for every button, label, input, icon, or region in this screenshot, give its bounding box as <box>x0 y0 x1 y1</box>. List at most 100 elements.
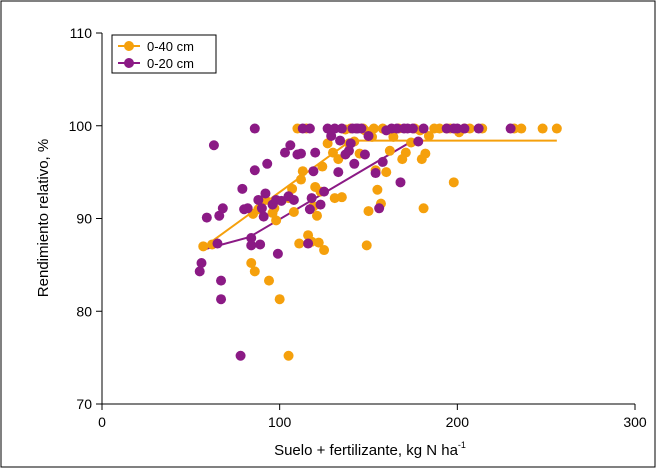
x-tick-label: 0 <box>98 414 106 430</box>
data-point <box>322 123 333 134</box>
data-point <box>249 123 260 134</box>
data-point <box>242 203 253 214</box>
data-point <box>262 158 273 169</box>
data-point <box>336 192 347 203</box>
data-point <box>279 147 290 158</box>
x-tick-label: 100 <box>268 414 292 430</box>
data-point <box>413 136 424 147</box>
data-point <box>297 166 308 177</box>
x-axis-title-superscript: -1 <box>458 440 466 450</box>
data-point <box>407 123 418 134</box>
data-point <box>217 203 228 214</box>
data-point <box>235 350 246 361</box>
data-point <box>335 135 346 146</box>
data-point <box>363 130 374 141</box>
data-point <box>395 177 406 188</box>
data-point <box>356 123 367 134</box>
data-point <box>237 183 248 194</box>
data-point <box>246 240 257 251</box>
data-point <box>420 148 431 159</box>
data-point <box>288 207 299 218</box>
data-point <box>303 238 314 249</box>
data-point <box>329 123 340 134</box>
ticks: 0 100 200 300 70 80 90 100 110 <box>69 25 647 430</box>
data-point <box>441 123 452 134</box>
data-point <box>249 266 260 277</box>
data-point <box>359 149 370 160</box>
data-point <box>214 210 225 221</box>
data-point <box>551 123 562 134</box>
y-tick-label: 70 <box>76 396 92 412</box>
data-point <box>384 145 395 156</box>
y-tick-label: 80 <box>76 303 92 319</box>
data-point <box>319 245 330 256</box>
data-point <box>297 123 308 134</box>
data-point <box>198 241 209 252</box>
data-point <box>452 123 463 134</box>
data-point <box>418 203 429 214</box>
data-point <box>448 177 459 188</box>
data-point <box>333 167 344 178</box>
legend-marker-0-40 <box>124 41 134 51</box>
data-point <box>313 237 324 248</box>
data-point <box>304 123 315 134</box>
y-axis-title: Rendimiento relativo, % <box>35 139 52 297</box>
data-point <box>288 194 299 205</box>
data-point <box>388 131 399 142</box>
data-point <box>423 130 434 141</box>
points <box>194 123 562 361</box>
data-point <box>283 350 294 361</box>
data-point <box>208 140 219 151</box>
data-point <box>361 240 372 251</box>
x-tick-label: 300 <box>623 414 647 430</box>
data-point <box>256 203 267 214</box>
data-point <box>374 203 385 214</box>
legend: 0-40 cm 0-20 cm <box>111 34 217 74</box>
data-point <box>258 211 269 222</box>
legend-marker-0-20 <box>124 58 134 68</box>
legend-label-0-40: 0-40 cm <box>147 39 194 54</box>
data-point <box>306 193 317 204</box>
data-point <box>253 194 264 205</box>
y-tick-label: 110 <box>70 25 93 41</box>
data-point <box>315 199 326 210</box>
data-point <box>246 232 257 243</box>
data-point <box>294 238 305 249</box>
data-point <box>377 156 388 167</box>
x-tick-label: 200 <box>446 414 470 430</box>
data-point <box>333 154 344 165</box>
data-point <box>287 183 298 194</box>
data-point <box>271 215 282 226</box>
legend-label-0-20: 0-20 cm <box>147 56 194 71</box>
data-point <box>308 166 319 177</box>
data-point <box>216 275 227 286</box>
data-point <box>295 174 306 185</box>
data-point <box>194 266 205 277</box>
y-tick-label: 100 <box>69 118 93 134</box>
data-point <box>212 238 223 249</box>
data-point <box>370 168 381 179</box>
data-point <box>249 165 260 176</box>
data-point <box>255 239 266 250</box>
data-point <box>264 275 275 286</box>
data-point <box>537 123 548 134</box>
data-point <box>400 147 411 158</box>
data-point <box>201 212 212 223</box>
data-point <box>274 294 285 305</box>
data-point <box>317 161 328 172</box>
data-point <box>345 138 356 149</box>
data-point <box>196 258 207 269</box>
data-point <box>434 123 445 134</box>
data-point <box>391 123 402 134</box>
data-point <box>276 195 287 206</box>
data-point <box>285 140 296 151</box>
y-tick-label: 90 <box>76 211 92 227</box>
data-point <box>368 123 379 134</box>
data-point <box>349 158 360 169</box>
data-point <box>246 258 257 269</box>
data-point <box>516 123 527 134</box>
data-point <box>310 147 321 158</box>
